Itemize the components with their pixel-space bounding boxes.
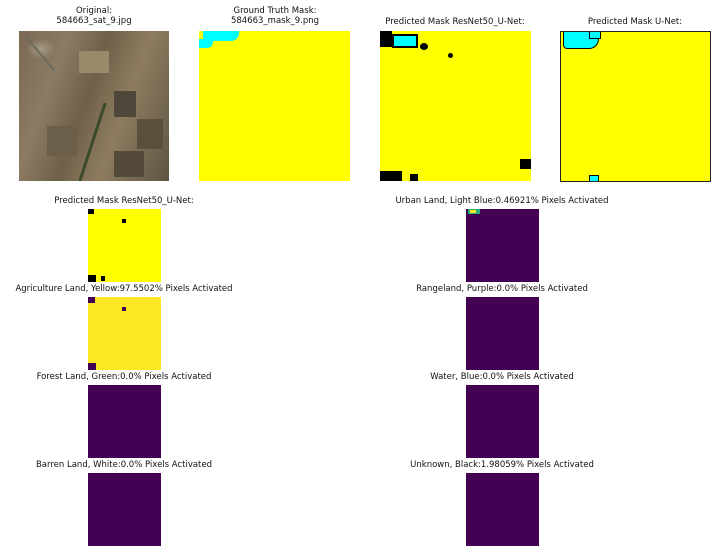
right-title-4: Unknown, Black:1.98059% Pixels Activated bbox=[410, 460, 594, 470]
ground-truth-mask bbox=[199, 31, 350, 181]
left-title-1: Predicted Mask ResNet50_U-Net: bbox=[54, 196, 194, 206]
unknown-activation bbox=[466, 473, 539, 546]
pred-unet-mask bbox=[560, 31, 711, 182]
left-title-4: Barren Land, White:0.0% Pixels Activated bbox=[35, 460, 213, 470]
right-title-2: Rangeland, Purple:0.0% Pixels Activated bbox=[416, 284, 588, 294]
original-title: Original: 584663_sat_9.jpg bbox=[56, 6, 132, 26]
pred-resnet-title: Predicted Mask ResNet50_U-Net: bbox=[385, 17, 525, 27]
agriculture-land-activation bbox=[88, 297, 161, 370]
ground-truth-title: Ground Truth Mask: 584663_mask_9.png bbox=[230, 6, 320, 26]
pred-unet-title: Predicted Mask U-Net: bbox=[587, 17, 683, 27]
left-title-3: Forest Land, Green:0.0% Pixels Activated bbox=[36, 372, 212, 382]
barren-land-activation bbox=[88, 473, 161, 546]
urban-land-activation bbox=[466, 209, 539, 282]
water-activation bbox=[466, 385, 539, 458]
satellite-image bbox=[19, 31, 169, 181]
left-title-2: Agriculture Land, Yellow:97.5502% Pixels… bbox=[15, 284, 233, 294]
right-title-3: Water, Blue:0.0% Pixels Activated bbox=[430, 372, 574, 382]
rangeland-activation bbox=[466, 297, 539, 370]
right-title-1: Urban Land, Light Blue:0.46921% Pixels A… bbox=[395, 196, 609, 206]
forest-land-activation bbox=[88, 385, 161, 458]
pred-resnet-mask bbox=[380, 31, 531, 181]
left-mask-resnet bbox=[88, 209, 161, 282]
